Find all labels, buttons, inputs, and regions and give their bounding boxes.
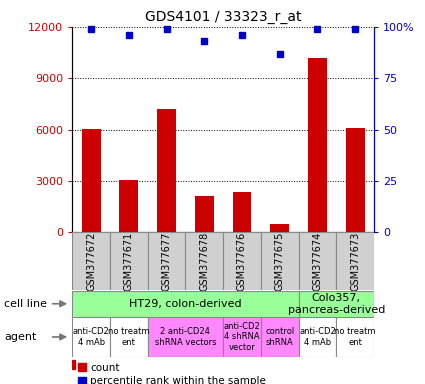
Text: anti-CD2
4 mAb: anti-CD2 4 mAb [299, 327, 336, 347]
Bar [82, 129, 101, 232]
Text: anti-CD2
4 mAb: anti-CD2 4 mAb [73, 327, 110, 347]
Legend: count, percentile rank within the sample: count, percentile rank within the sample [77, 363, 266, 384]
Bar [72, 232, 110, 290]
Text: GSM377674: GSM377674 [312, 232, 323, 291]
Text: control
shRNA: control shRNA [265, 327, 295, 347]
Bar [72, 317, 110, 357]
Bar [298, 291, 374, 317]
Bar [232, 192, 252, 232]
Bar [298, 317, 336, 357]
Bar [148, 232, 185, 290]
Text: GSM377675: GSM377675 [275, 232, 285, 291]
Bar [148, 317, 223, 357]
Bar [261, 317, 298, 357]
Bar [336, 232, 374, 290]
Bar [185, 232, 223, 290]
Text: GSM377678: GSM377678 [199, 232, 209, 291]
Text: HT29, colon-derived: HT29, colon-derived [129, 299, 242, 309]
Bar [157, 109, 176, 232]
Bar [110, 232, 148, 290]
Text: GSM377676: GSM377676 [237, 232, 247, 291]
Bar [223, 232, 261, 290]
Bar [110, 317, 148, 357]
Bar [298, 232, 336, 290]
Text: 2 anti-CD24
shRNA vectors: 2 anti-CD24 shRNA vectors [155, 327, 216, 347]
Text: no treatm
ent: no treatm ent [334, 327, 376, 347]
Bar [336, 317, 374, 357]
Bar [223, 317, 261, 357]
Text: cell line: cell line [4, 299, 47, 309]
Bar [119, 180, 138, 232]
Bar [195, 196, 214, 232]
Bar [72, 291, 298, 317]
Bar [72, 361, 75, 369]
Text: GSM377673: GSM377673 [350, 232, 360, 291]
Bar [270, 224, 289, 232]
Text: no treatm
ent: no treatm ent [108, 327, 150, 347]
Text: anti-CD2
4 shRNA
vector: anti-CD2 4 shRNA vector [224, 322, 261, 352]
Bar [308, 58, 327, 232]
Text: GSM377677: GSM377677 [162, 232, 172, 291]
Text: GSM377672: GSM377672 [86, 232, 96, 291]
Title: GDS4101 / 33323_r_at: GDS4101 / 33323_r_at [145, 10, 301, 25]
Text: Colo357,
pancreas-derived: Colo357, pancreas-derived [288, 293, 385, 314]
Bar [261, 232, 298, 290]
Text: GSM377671: GSM377671 [124, 232, 134, 291]
Text: agent: agent [4, 332, 37, 342]
Bar [346, 128, 365, 232]
